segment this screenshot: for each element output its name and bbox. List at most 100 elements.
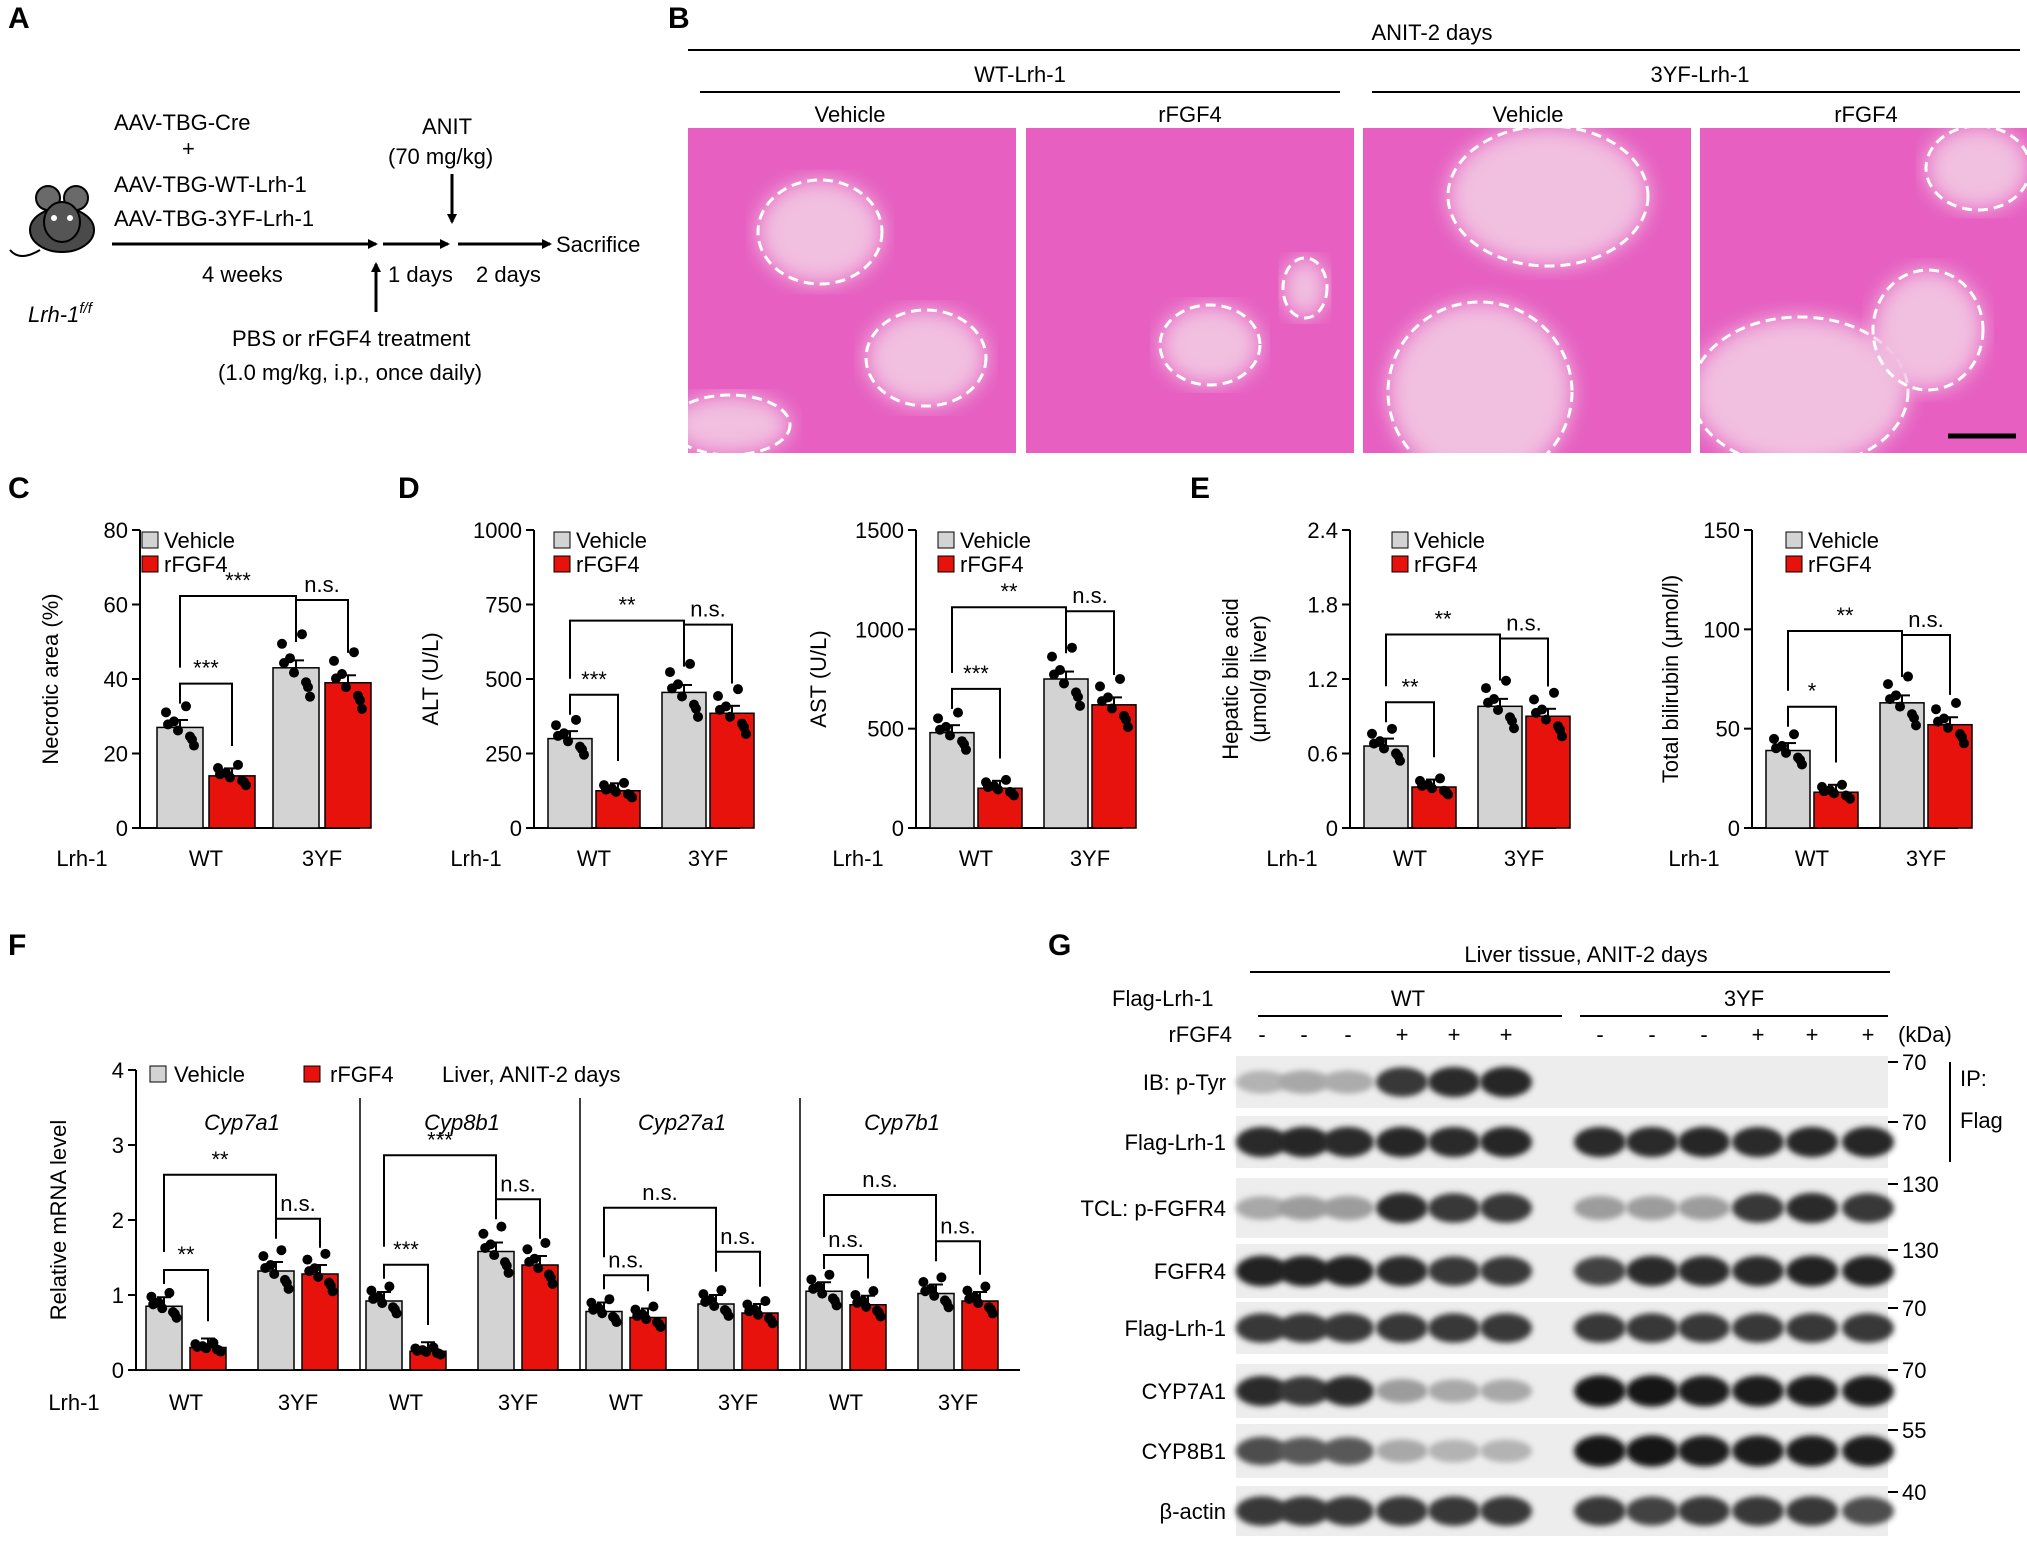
data-point (1379, 743, 1389, 754)
blot-band (1626, 1496, 1678, 1526)
legend-label-rfgf4: rFGF4 (1808, 552, 1872, 577)
necrotic-area (1388, 302, 1572, 453)
sig-label: n.s. (828, 1227, 863, 1252)
y-axis-label: AST (U/L) (806, 630, 831, 727)
blot-band (1678, 1435, 1730, 1467)
blot-band (1322, 1070, 1374, 1094)
data-point (1501, 675, 1511, 686)
necrotic-area (1448, 128, 1648, 266)
legend-swatch-vehicle (937, 531, 955, 549)
y-tick-label: 1500 (855, 518, 904, 543)
blot-row: FGFR4 130 (1154, 1238, 1939, 1298)
blot-band (1786, 1126, 1838, 1158)
blot-band (1786, 1192, 1838, 1224)
data-point (753, 1309, 764, 1320)
x-tick-label: 3YF (938, 1390, 978, 1415)
western-blots: - - - + + + - - - + + + IB: p-Tyr 70 Flag-Lrh-1 70 TCL: … (1081, 1022, 1939, 1536)
x-tick-label: WT (1393, 846, 1427, 871)
blot-band (1428, 1496, 1480, 1526)
panel-label-b: B (668, 2, 690, 35)
legend-label-rfgf4: rFGF4 (330, 1062, 394, 1087)
col-label-3: Vehicle (1493, 102, 1564, 127)
blot-band (1322, 1255, 1374, 1287)
bar (661, 691, 707, 829)
sig-bracket (163, 1269, 209, 1322)
sig-bracket (569, 693, 619, 761)
x-axis-title: Lrh-1 (56, 846, 107, 871)
data-point (721, 1306, 732, 1317)
data-point (852, 1297, 863, 1308)
sig-bracket (1499, 637, 1549, 687)
blot-band (1236, 1436, 1288, 1466)
legend-label-rfgf4: rFGF4 (576, 552, 640, 577)
days2-label: 2 days (476, 262, 541, 287)
data-point (389, 1304, 400, 1315)
blot-band (1376, 1126, 1428, 1158)
blot-band (1842, 1375, 1894, 1407)
legend-swatch-vehicle (1391, 531, 1409, 549)
data-point (1529, 694, 1539, 705)
chart-d2: 0 500 1000 1500 AST (U/L) Lrh-1 WT 3YF VehiclerF… (806, 518, 1137, 871)
data-point (302, 1254, 313, 1265)
blot-band (1428, 1313, 1480, 1343)
y-tick-label: 4 (112, 1058, 124, 1083)
sig-bracket (383, 1154, 497, 1247)
ip-label: IP: (1960, 1066, 1987, 1091)
sig-label: *** (393, 1237, 419, 1262)
sig-bracket (179, 682, 233, 747)
y-tick-label: 1000 (855, 617, 904, 642)
y-tick-label: 1 (112, 1283, 124, 1308)
blot-band (1236, 1313, 1288, 1343)
y-tick-label: 500 (867, 717, 904, 742)
data-point (873, 1307, 884, 1318)
data-point (279, 658, 289, 669)
sig-label: n.s. (608, 1247, 643, 1272)
blot-band (1480, 1379, 1532, 1403)
legend-label-vehicle: Vehicle (164, 528, 235, 553)
data-point (1121, 714, 1131, 725)
rfgf4-sign: - (1258, 1022, 1265, 1047)
mw-marker: 40 (1902, 1480, 1926, 1505)
y-tick-label: 1.8 (1307, 593, 1338, 618)
data-point (941, 1297, 952, 1308)
blot-label: Flag-Lrh-1 (1125, 1316, 1226, 1341)
legend-label-rfgf4: rFGF4 (164, 552, 228, 577)
data-point (1047, 651, 1057, 662)
data-point (1369, 738, 1379, 749)
panel-label-a: A (8, 2, 30, 35)
data-point (824, 1269, 835, 1280)
data-point (641, 1314, 652, 1325)
data-point (551, 720, 561, 731)
panel-label-f: F (8, 929, 26, 962)
blot-band (1732, 1193, 1784, 1223)
histology-images (688, 128, 2027, 453)
necrotic-area (1873, 270, 1983, 390)
panel-label-g: G (1048, 929, 1071, 962)
mw-marker: 70 (1902, 1110, 1926, 1135)
data-point (806, 1274, 817, 1285)
data-point (715, 704, 725, 715)
blot-band (1278, 1376, 1330, 1406)
data-point (868, 1286, 879, 1297)
data-point (553, 730, 563, 741)
data-point (563, 736, 573, 747)
x-axis-title: Lrh-1 (450, 846, 501, 871)
data-point (980, 1281, 991, 1292)
blot-band (1376, 1496, 1428, 1526)
data-point (1837, 779, 1847, 790)
sig-bracket (1065, 610, 1115, 676)
data-point (964, 1293, 975, 1304)
data-point (1781, 747, 1791, 758)
necrotic-outline (1386, 300, 1574, 453)
sig-label: *** (225, 568, 251, 593)
blot-band (1678, 1195, 1730, 1221)
blot-band (1786, 1255, 1838, 1287)
data-point (929, 1290, 940, 1301)
blot-band (1376, 1378, 1428, 1404)
necrotic-outline (1924, 128, 2027, 212)
data-point (1789, 729, 1799, 740)
sig-label: *** (963, 661, 989, 686)
blot-band (1428, 1193, 1480, 1223)
data-point (1483, 697, 1493, 708)
blot-band (1428, 1379, 1480, 1403)
